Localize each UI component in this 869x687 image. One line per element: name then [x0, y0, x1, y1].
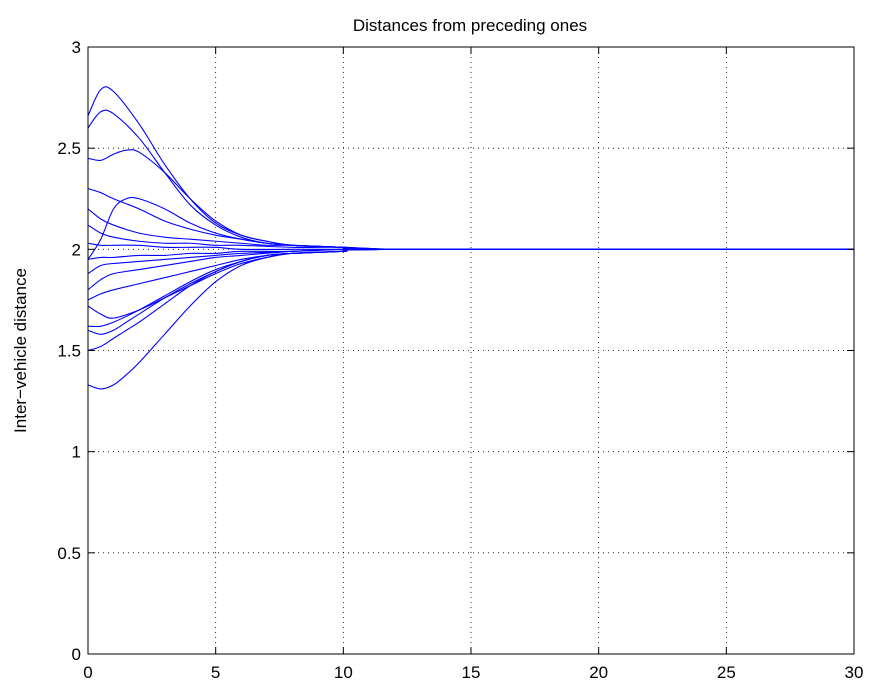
- y-tick-label: 0: [72, 645, 81, 664]
- x-tick-label: 30: [845, 663, 864, 682]
- x-tick-label: 10: [334, 663, 353, 682]
- x-tick-label: 25: [717, 663, 736, 682]
- y-tick-label: 0.5: [57, 544, 81, 563]
- chart-title: Distances from preceding ones: [353, 16, 587, 35]
- x-tick-label: 15: [462, 663, 481, 682]
- y-tick-label: 3: [72, 38, 81, 57]
- grid-lines: [88, 47, 854, 654]
- series-lines: [87, 86, 855, 390]
- y-tick-label: 1: [72, 443, 81, 462]
- x-tick-label: 5: [211, 663, 220, 682]
- x-tick-label: 20: [589, 663, 608, 682]
- y-tick-label: 2.5: [57, 139, 81, 158]
- y-axis-label: Inter−vehicle distance: [11, 268, 30, 433]
- series-line: [87, 248, 855, 390]
- y-tick-label: 2: [72, 240, 81, 259]
- x-tick-label: 0: [83, 663, 92, 682]
- axis-ticks: 0 5 10 15 20 25 30 0 0.5 1 1.5 2 2.5 3: [57, 38, 863, 682]
- y-tick-label: 1.5: [57, 342, 81, 361]
